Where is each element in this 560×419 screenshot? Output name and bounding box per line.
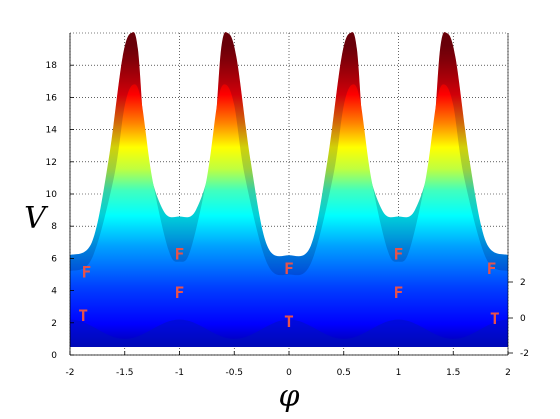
z-tick-label: -2 (520, 349, 529, 359)
x-tick-label: -0.5 (225, 368, 243, 378)
z-tick-label: 2 (520, 278, 526, 288)
z-tick-label: 0 (520, 314, 526, 324)
marker-f-0: F (82, 262, 92, 281)
marker-f-8: F (487, 259, 497, 278)
x-tick-label: 2 (505, 368, 511, 378)
x-tick-label: 1.5 (446, 368, 460, 378)
marker-f-6: F (394, 245, 404, 264)
y-tick-label: 10 (46, 190, 58, 200)
surface-front-layer (70, 84, 508, 348)
y-tick-label: 8 (51, 222, 57, 232)
y-tick-label: 14 (46, 126, 58, 136)
x-tick-label: 0 (286, 368, 292, 378)
y-axis-label: V (24, 201, 49, 236)
marker-t-5: T (284, 312, 294, 331)
y-tick-label: 6 (51, 254, 57, 264)
y-tick-label: 2 (51, 319, 57, 329)
x-tick-label: -2 (66, 368, 75, 378)
x-tick-label: -1 (175, 368, 184, 378)
marker-f-3: F (175, 283, 185, 302)
marker-f-4: F (284, 259, 294, 278)
y-tick-label: 12 (46, 158, 57, 168)
y-tick-label: 18 (46, 61, 58, 71)
x-tick-label: 0.5 (337, 368, 351, 378)
y-tick-label: 0 (51, 351, 57, 361)
surface-plot (70, 32, 508, 348)
marker-f-2: F (175, 245, 185, 264)
surface-base-band (70, 319, 508, 347)
x-tick-label: 1 (396, 368, 402, 378)
marker-f-7: F (394, 283, 404, 302)
axes: 0 2 4 6 8 10 12 14 16 18 -2 -1.5 -1 -0.5 0 0.5 1 1.5 2 -2 0 2 (46, 33, 529, 378)
marker-t-9: T (490, 309, 500, 328)
x-axis-label: φ (278, 379, 299, 414)
y-tick-label: 16 (46, 93, 58, 103)
y-tick-label: 4 (51, 287, 57, 297)
x-tick-label: -1.5 (116, 368, 134, 378)
marker-t-1: T (78, 306, 88, 325)
